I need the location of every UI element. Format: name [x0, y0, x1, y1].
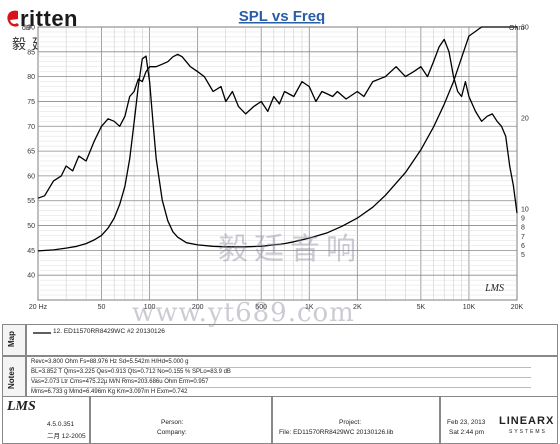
- y-left-tick-label: 45: [27, 248, 35, 255]
- y-right-tick-label: 9: [521, 216, 525, 223]
- brand-logo: LINEARX: [499, 415, 555, 427]
- legend-line-icon: [33, 332, 51, 334]
- footer-date-cell: Feb 23, 2013 Sat 2:44 pm LINEARX SYSTEMS: [440, 396, 558, 444]
- time-text: Sat 2:44 pm: [449, 429, 485, 436]
- x-tick-label: 2K: [353, 304, 362, 311]
- x-tick-label: 100: [144, 304, 156, 311]
- left-axis-label: dB: [22, 25, 31, 32]
- brand-subtitle: SYSTEMS: [509, 429, 547, 435]
- footer-project-cell: Project: File: ED11570RR8429WC 20130126.…: [272, 396, 440, 444]
- plot-area: [37, 26, 518, 301]
- y-right-tick-label: 7: [521, 234, 525, 241]
- y-left-tick-label: 75: [27, 99, 35, 106]
- y-left-tick-label: 60: [27, 173, 35, 180]
- legend-entry: 12. ED11570RR8429WC #2 20130126: [53, 328, 165, 335]
- x-tick-label: 5K: [417, 304, 426, 311]
- footer-lms-cell: LMS 4.5.0.351 二月 12-2005: [2, 396, 90, 444]
- map-tab[interactable]: Map: [2, 324, 26, 356]
- person-label: Person:: [161, 419, 184, 426]
- x-tick-label: 200: [192, 304, 204, 311]
- x-tick-label: 10K: [463, 304, 476, 311]
- notes-box: Revc=3.800 Ohm Fs=88.976 Hz Sd=5.542m H/…: [26, 356, 558, 398]
- y-left-tick-label: 40: [27, 273, 35, 280]
- date-text: Feb 23, 2013: [447, 419, 486, 426]
- y-left-tick-label: 65: [27, 149, 35, 156]
- y-left-tick-label: 85: [27, 49, 35, 56]
- tick-labels: 20 Hz 50 100 200 500 1K 2K 5K 10K 20K404550556065…: [27, 25, 529, 312]
- logo-e-mark: [7, 10, 19, 27]
- note-line-1: Revc=3.800 Ohm Fs=88.976 Hz Sd=5.542m H/…: [31, 357, 531, 368]
- watermark-url: www.yt689.com: [132, 298, 355, 328]
- y-right-tick-label: 8: [521, 225, 525, 232]
- note-line-2: BL=3.852 T Qms=3.225 Qes=0.913 Qts=0.712…: [31, 367, 531, 378]
- y-right-tick-label: 6: [521, 243, 525, 250]
- watermark-chinese: 毅廷音响: [218, 232, 362, 267]
- grid: [37, 26, 518, 301]
- y-left-tick-label: 80: [27, 74, 35, 81]
- y-right-tick-label: 20: [521, 116, 529, 123]
- chart-title: SPL vs Freq: [239, 8, 325, 25]
- y-left-tick-label: 90: [27, 25, 35, 32]
- series-group: [37, 26, 518, 252]
- company-label: Company:: [157, 429, 187, 436]
- series-line-impedance: [37, 26, 517, 252]
- note-line-3: Vas=2.073 Ltr Cms=475.22µ M/N Rms=203.68…: [31, 377, 531, 388]
- y-right-tick-label: 10: [521, 207, 529, 214]
- lms-footer-logo: LMS: [7, 399, 36, 414]
- notes-tab[interactable]: Notes: [2, 356, 26, 398]
- notes-tab-label: Notes: [7, 366, 16, 389]
- x-tick-label: 50: [98, 304, 106, 311]
- plot-watermark: LMS: [484, 283, 504, 294]
- y-left-tick-label: 70: [27, 124, 35, 131]
- project-label: Project:: [339, 419, 362, 426]
- x-tick-label: 1K: [305, 304, 314, 311]
- note-line-4: Mms=6.733 g Mmd=6.496m Kg Km=3.097m H Ex…: [31, 389, 188, 395]
- y-right-tick-label: 30: [521, 25, 529, 32]
- y-left-tick-label: 55: [27, 198, 35, 205]
- version-date: 二月 12-2005: [47, 433, 86, 440]
- x-tick-label: 20K: [511, 304, 524, 311]
- x-tick-label: 500: [255, 304, 267, 311]
- file-label: File: ED11570RR8429WC 20130126.lib: [279, 429, 394, 436]
- y-left-tick-label: 50: [27, 223, 35, 230]
- spl-vs-freq-chart: 20 Hz 50 100 200 500 1K 2K 5K 10K 20K404550556065…: [22, 8, 529, 312]
- legend-box: 12. ED11570RR8429WC #2 20130126: [26, 324, 558, 356]
- right-axis-label: Ohm: [509, 25, 524, 32]
- map-tab-label: Map: [7, 331, 16, 347]
- series-line-spl: [37, 38, 518, 214]
- x-tick-label: 20 Hz: [29, 304, 48, 311]
- footer-person-cell: Person: Company:: [90, 396, 272, 444]
- y-right-tick-label: 5: [521, 252, 525, 259]
- version-text: 4.5.0.351: [47, 421, 75, 428]
